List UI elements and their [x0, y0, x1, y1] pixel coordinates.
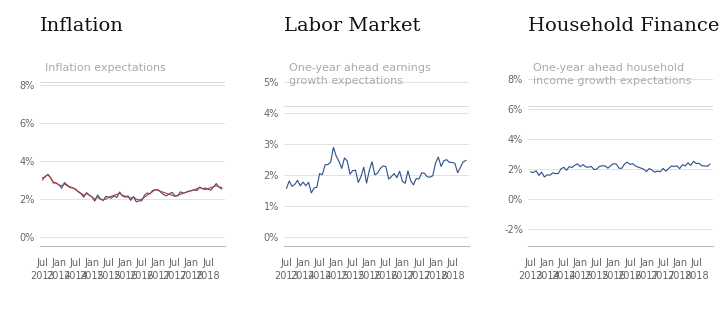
Text: 2018: 2018	[423, 271, 448, 281]
Text: 2018: 2018	[440, 271, 464, 281]
Text: Jan: Jan	[361, 258, 377, 268]
Text: 2018: 2018	[667, 271, 692, 281]
Text: 2015: 2015	[324, 271, 348, 281]
Text: 2014: 2014	[291, 271, 315, 281]
Text: Jan: Jan	[395, 258, 410, 268]
Text: 2018: 2018	[684, 271, 708, 281]
Text: 2017: 2017	[146, 271, 171, 281]
Text: 2016: 2016	[357, 271, 382, 281]
Text: Jul: Jul	[657, 258, 669, 268]
Text: 2017: 2017	[651, 271, 675, 281]
Text: Jul: Jul	[558, 258, 570, 268]
Text: Jul: Jul	[202, 258, 214, 268]
Text: Jul: Jul	[525, 258, 536, 268]
Text: Jul: Jul	[169, 258, 181, 268]
Text: Jan: Jan	[328, 258, 343, 268]
Text: 2016: 2016	[618, 271, 642, 281]
Text: Jan: Jan	[539, 258, 554, 268]
Text: Jul: Jul	[37, 258, 48, 268]
Text: 2013: 2013	[518, 271, 543, 281]
Text: 2015: 2015	[341, 271, 365, 281]
Text: Jul: Jul	[591, 258, 603, 268]
Text: 2015: 2015	[585, 271, 609, 281]
Text: 2017: 2017	[163, 271, 187, 281]
Text: 2014: 2014	[307, 271, 332, 281]
Text: Jan: Jan	[117, 258, 132, 268]
Text: Jan: Jan	[572, 258, 588, 268]
Text: 2014: 2014	[535, 271, 559, 281]
Text: 2013: 2013	[274, 271, 299, 281]
Text: Jan: Jan	[150, 258, 166, 268]
Text: Jul: Jul	[446, 258, 458, 268]
Text: 2015: 2015	[568, 271, 593, 281]
Text: Jul: Jul	[624, 258, 636, 268]
Text: 2015: 2015	[80, 271, 104, 281]
Text: 2017: 2017	[390, 271, 415, 281]
Text: Inflation expectations: Inflation expectations	[45, 63, 166, 73]
Text: 2017: 2017	[634, 271, 659, 281]
Text: Jan: Jan	[672, 258, 687, 268]
Text: Jul: Jul	[103, 258, 114, 268]
Text: Jan: Jan	[184, 258, 199, 268]
Text: 2016: 2016	[374, 271, 398, 281]
Text: 2014: 2014	[63, 271, 88, 281]
Text: 2016: 2016	[130, 271, 154, 281]
Text: Jul: Jul	[413, 258, 425, 268]
Text: 2013: 2013	[30, 271, 55, 281]
Text: Jul: Jul	[690, 258, 702, 268]
Text: Inflation: Inflation	[40, 17, 123, 35]
Text: Jan: Jan	[639, 258, 654, 268]
Text: Household Finance: Household Finance	[528, 17, 719, 35]
Text: Jan: Jan	[84, 258, 99, 268]
Text: Jul: Jul	[136, 258, 148, 268]
Text: Jan: Jan	[428, 258, 443, 268]
Text: Labor Market: Labor Market	[284, 17, 420, 35]
Text: Jul: Jul	[70, 258, 81, 268]
Text: 2014: 2014	[552, 271, 576, 281]
Text: Jan: Jan	[606, 258, 621, 268]
Text: 2016: 2016	[601, 271, 626, 281]
Text: 2017: 2017	[407, 271, 431, 281]
Text: Jul: Jul	[314, 258, 325, 268]
Text: Jan: Jan	[295, 258, 310, 268]
Text: 2018: 2018	[196, 271, 220, 281]
Text: 2018: 2018	[179, 271, 204, 281]
Text: Jul: Jul	[347, 258, 359, 268]
Text: Jul: Jul	[380, 258, 392, 268]
Text: 2014: 2014	[47, 271, 71, 281]
Text: Jul: Jul	[281, 258, 292, 268]
Text: One-year ahead household
income growth expectations: One-year ahead household income growth e…	[534, 63, 692, 86]
Text: 2015: 2015	[96, 271, 121, 281]
Text: 2016: 2016	[113, 271, 138, 281]
Text: Jan: Jan	[51, 258, 66, 268]
Text: One-year ahead earnings
growth expectations: One-year ahead earnings growth expectati…	[289, 63, 431, 86]
